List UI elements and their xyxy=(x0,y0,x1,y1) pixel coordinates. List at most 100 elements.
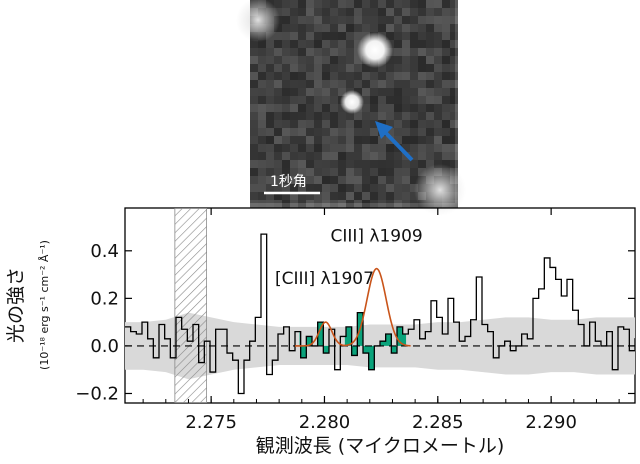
cutout-noise-tile xyxy=(322,112,330,120)
cutout-noise-tile xyxy=(274,88,282,96)
x-tick-label: 2.290 xyxy=(525,412,577,433)
cutout-noise-tile xyxy=(250,112,258,120)
cutout-noise-tile xyxy=(258,104,266,112)
cutout-noise-tile xyxy=(394,112,402,120)
cutout-noise-tile xyxy=(354,144,362,152)
cutout-noise-tile xyxy=(346,64,354,72)
cutout-noise-tile xyxy=(394,48,402,56)
cutout-noise-tile xyxy=(266,48,274,56)
cutout-noise-tile xyxy=(394,56,402,64)
cutout-noise-tile xyxy=(290,136,298,144)
cutout-noise-tile xyxy=(402,72,410,80)
cutout-noise-tile xyxy=(402,16,410,24)
cutout-noise-tile xyxy=(250,168,258,176)
cutout-noise-tile xyxy=(362,144,370,152)
cutout-noise-tile xyxy=(402,8,410,16)
cutout-noise-tile xyxy=(346,40,354,48)
cutout-noise-tile xyxy=(402,64,410,72)
cutout-noise-tile xyxy=(290,128,298,136)
cutout-noise-tile xyxy=(282,168,290,176)
cutout-noise-tile xyxy=(298,120,306,128)
cutout-noise-tile xyxy=(250,144,258,152)
cutout-noise-tile xyxy=(386,144,394,152)
cutout-noise-tile xyxy=(354,192,362,200)
scale-bar-label: 1秒角 xyxy=(270,174,307,190)
cutout-noise-tile xyxy=(250,96,258,104)
cutout-noise-tile xyxy=(378,8,386,16)
cutout-noise-tile xyxy=(330,80,338,88)
cutout-noise-tile xyxy=(362,136,370,144)
x-axis-title: 観測波長 (マイクロメートル) xyxy=(256,435,505,457)
cutout-noise-tile xyxy=(322,200,330,208)
cutout-noise-tile xyxy=(266,192,274,200)
cutout-noise-tile xyxy=(410,80,418,88)
cutout-noise-tile xyxy=(346,176,354,184)
cutout-noise-tile xyxy=(434,8,442,16)
cutout-noise-tile xyxy=(442,104,450,112)
cutout-noise-tile xyxy=(306,160,314,168)
cutout-noise-tile xyxy=(362,168,370,176)
cutout-noise-tile xyxy=(394,24,402,32)
cutout-noise-tile xyxy=(274,152,282,160)
cutout-noise-tile xyxy=(306,24,314,32)
cutout-noise-tile xyxy=(386,200,394,208)
cutout-noise-tile xyxy=(266,40,274,48)
cutout-noise-tile xyxy=(410,120,418,128)
cutout-noise-tile xyxy=(314,72,322,80)
cutout-noise-tile xyxy=(378,88,386,96)
cutout-noise-tile xyxy=(394,192,402,200)
cutout-noise-tile xyxy=(314,104,322,112)
cutout-noise-tile xyxy=(298,112,306,120)
cutout-noise-tile xyxy=(370,152,378,160)
cutout-noise-tile xyxy=(266,80,274,88)
cutout-noise-tile xyxy=(322,144,330,152)
cutout-noise-tile xyxy=(298,16,306,24)
cutout-noise-tile xyxy=(322,80,330,88)
cutout-noise-tile xyxy=(378,192,386,200)
cutout-noise-tile xyxy=(250,80,258,88)
cutout-noise-tile xyxy=(274,168,282,176)
cutout-noise-tile xyxy=(314,40,322,48)
cutout-noise-tile xyxy=(442,96,450,104)
cutout-noise-tile xyxy=(282,176,290,184)
cutout-noise-tile xyxy=(282,160,290,168)
cutout-noise-tile xyxy=(434,56,442,64)
x-tick-label: 2.280 xyxy=(299,412,351,433)
cutout-noise-tile xyxy=(434,104,442,112)
cutout-noise-tile xyxy=(450,8,458,16)
cutout-noise-tile xyxy=(410,48,418,56)
cutout-noise-tile xyxy=(322,160,330,168)
plot-frame xyxy=(124,207,636,404)
cutout-noise-tile xyxy=(450,32,458,40)
cutout-noise-tile xyxy=(282,0,290,8)
cutout-noise-tile xyxy=(266,168,274,176)
cutout-noise-tile xyxy=(394,16,402,24)
cutout-noise-tile xyxy=(314,184,322,192)
cutout-noise-tile xyxy=(418,64,426,72)
cutout-noise-tile xyxy=(402,0,410,8)
cutout-noise-tile xyxy=(434,48,442,56)
cutout-noise-tile xyxy=(410,8,418,16)
cutout-noise-tile xyxy=(314,120,322,128)
cutout-noise-tile xyxy=(346,32,354,40)
cutout-noise-tile xyxy=(330,120,338,128)
cutout-noise-tile xyxy=(362,160,370,168)
cutout-noise-tile xyxy=(258,88,266,96)
cutout-noise-tile xyxy=(274,80,282,88)
cutout-noise-tile xyxy=(426,112,434,120)
cutout-noise-tile xyxy=(442,8,450,16)
cutout-noise-tile xyxy=(346,56,354,64)
cutout-noise-tile xyxy=(306,8,314,16)
cutout-noise-tile xyxy=(282,16,290,24)
cutout-noise-tile xyxy=(314,128,322,136)
cutout-noise-tile xyxy=(418,120,426,128)
cutout-noise-tile xyxy=(266,96,274,104)
cutout-noise-tile xyxy=(450,96,458,104)
cutout-noise-tile xyxy=(418,8,426,16)
cutout-noise-tile xyxy=(426,144,434,152)
cutout-noise-tile xyxy=(314,200,322,208)
cutout-noise-tile xyxy=(250,200,258,208)
cutout-noise-tile xyxy=(290,96,298,104)
cutout-noise-tile xyxy=(258,120,266,128)
cutout-noise-tile xyxy=(290,104,298,112)
